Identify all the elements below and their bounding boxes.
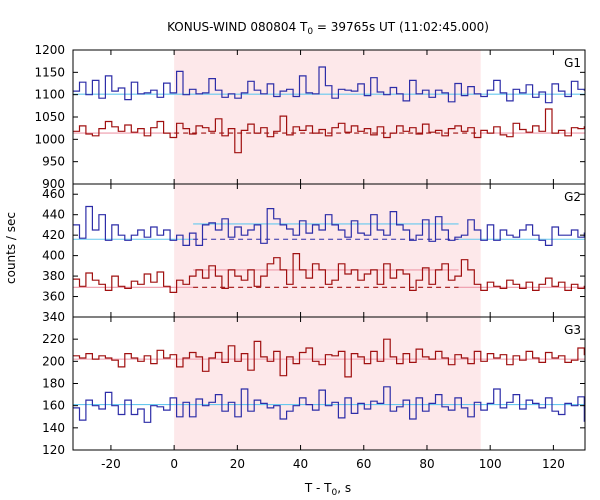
y-tick-label-2: 360 [42,290,65,304]
y-tick-label-1: 1000 [34,132,65,146]
y-axis-label: counts / sec [4,212,18,284]
y-tick-label-2: 440 [42,208,65,222]
y-tick-label-3: 140 [42,421,65,435]
y-tick-label-1: 1050 [34,110,65,124]
title-subscript: 0 [307,27,313,37]
x-tick-label: 0 [170,457,178,471]
x-tick-label: 120 [542,457,565,471]
y-tick-label-1: 900 [42,177,65,191]
chart-title: KONUS-WIND 080804 T0 = 39765s UT (11:02:… [167,20,489,37]
y-tick-label-1: 1100 [34,88,65,102]
x-axis-label: T - T0, s [304,481,351,498]
light-curve-1-b [73,108,585,154]
title-suffix: = 39765s UT (11:02:45.000) [313,20,489,34]
light-curve-1-a [73,66,585,104]
x-tick-label: -20 [101,457,121,471]
x-tick-label: 20 [230,457,245,471]
y-tick-label-3: 180 [42,377,65,391]
x-axis-label-main: T - T [304,481,332,495]
y-tick-label-2: 400 [42,249,65,263]
y-tick-label-3: 120 [42,443,65,457]
y-tick-label-2: 340 [42,310,65,324]
x-tick-label: 100 [479,457,502,471]
x-tick-label: 80 [419,457,434,471]
panel-label-1: G1 [564,56,581,70]
x-tick-label: 60 [356,457,371,471]
highlight-band-2 [174,184,481,317]
y-tick-label-2: 460 [42,187,65,201]
x-axis-label-subscript: 0 [332,488,338,498]
panel-label-2: G2 [564,190,581,204]
plot-area: 90095010001050110011501200G1340360380400… [34,43,586,471]
x-tick-label: 40 [293,457,308,471]
x-axis-label-unit: , s [337,481,351,495]
light-curve-3-a [73,338,585,378]
light-curve-2-b [73,253,585,293]
highlight-band-1 [174,50,481,184]
y-tick-label-1: 950 [42,155,65,169]
y-tick-label-3: 160 [42,399,65,413]
light-curve-3-b [73,386,585,423]
y-tick-label-3: 200 [42,354,65,368]
y-tick-label-1: 1200 [34,43,65,57]
panel-label-3: G3 [564,323,581,337]
y-tick-label-1: 1150 [34,65,65,79]
y-tick-label-2: 420 [42,228,65,242]
light-curve-2-a [73,205,585,246]
title-prefix: KONUS-WIND 080804 T [167,20,308,34]
highlight-band-3 [174,317,481,450]
y-tick-label-2: 380 [42,269,65,283]
y-tick-label-3: 220 [42,332,65,346]
